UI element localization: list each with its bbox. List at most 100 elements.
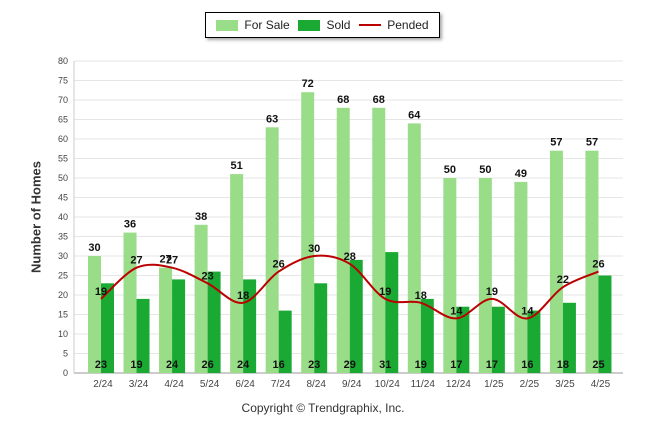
bar-for-sale xyxy=(159,267,173,373)
x-tick-label: 10/24 xyxy=(375,379,400,390)
bar-sold xyxy=(491,306,505,373)
x-tick-label: 1/25 xyxy=(484,379,504,390)
bar-for-sale xyxy=(123,232,137,373)
bar-sold xyxy=(527,310,541,373)
y-tick-label: 80 xyxy=(58,56,68,66)
label-pended: 19 xyxy=(379,286,391,298)
y-axis-label: Number of Homes xyxy=(28,161,44,273)
label-pended: 28 xyxy=(344,251,356,263)
x-tick-label: 11/24 xyxy=(411,379,436,390)
x-tick-label: 5/24 xyxy=(200,379,220,390)
label-for-sale: 51 xyxy=(231,160,243,172)
label-for-sale: 50 xyxy=(479,164,491,176)
y-tick-label: 30 xyxy=(58,251,68,261)
x-tick-label: 4/25 xyxy=(591,379,611,390)
label-pended: 22 xyxy=(557,274,569,286)
bar-for-sale xyxy=(194,224,208,373)
pended-line-layer xyxy=(100,254,599,320)
bar-for-sale xyxy=(372,107,386,374)
y-tick-label: 75 xyxy=(58,76,68,86)
bar-sold xyxy=(101,283,114,373)
label-for-sale: 38 xyxy=(195,211,207,223)
label-for-sale: 49 xyxy=(515,168,527,180)
x-axis-ticks: 2/24 3/24 4/24 5/24 6/24 7/24 8/24 9/24 10/24 11/… xyxy=(93,379,610,390)
y-axis-ticks: 0 5 10 15 20 25 30 35 40 45 50 55 60 65 70 75 80 xyxy=(58,56,68,378)
x-tick-label: 3/25 xyxy=(555,379,575,390)
label-sold: 25 xyxy=(592,359,604,371)
x-tick-label: 9/24 xyxy=(342,379,362,390)
label-for-sale: 64 xyxy=(408,109,421,121)
y-tick-label: 70 xyxy=(58,95,68,105)
y-tick-label: 40 xyxy=(58,212,68,222)
bar-sold xyxy=(136,298,150,373)
bar-for-sale xyxy=(265,127,279,373)
label-for-sale: 30 xyxy=(88,242,100,254)
label-sold: 16 xyxy=(521,359,533,371)
bar-for-sale xyxy=(230,174,244,373)
bar-for-sale xyxy=(301,92,315,373)
x-tick-label: 7/24 xyxy=(271,379,291,390)
bar-sold xyxy=(314,283,328,373)
label-sold: 18 xyxy=(557,359,569,371)
y-tick-label: 25 xyxy=(58,271,68,281)
y-tick-label: 20 xyxy=(58,290,68,300)
bar-for-sale xyxy=(336,107,350,374)
legend-label-for-sale: For Sale xyxy=(244,18,290,32)
label-for-sale: 27 xyxy=(159,254,171,266)
label-sold: 24 xyxy=(166,359,179,371)
y-tick-label: 35 xyxy=(58,232,68,242)
legend-item-sold[interactable]: Sold xyxy=(298,18,350,32)
label-pended: 30 xyxy=(308,243,320,255)
y-tick-label: 45 xyxy=(58,193,68,203)
y-tick-label: 15 xyxy=(58,310,68,320)
bar-sold xyxy=(349,259,363,373)
bar-for-sale xyxy=(478,178,492,373)
x-tick-label: 8/24 xyxy=(306,379,326,390)
x-tick-label: 6/24 xyxy=(235,379,255,390)
y-tick-label: 50 xyxy=(58,173,68,183)
label-sold: 17 xyxy=(450,359,462,371)
label-sold: 16 xyxy=(273,359,285,371)
x-tick-label: 2/24 xyxy=(93,379,113,390)
sold-swatch-icon xyxy=(298,19,321,31)
label-for-sale: 36 xyxy=(124,219,136,231)
label-pended: 14 xyxy=(450,305,463,317)
y-tick-label: 0 xyxy=(63,368,68,378)
label-for-sale: 63 xyxy=(266,113,278,125)
bar-for-sale xyxy=(443,178,457,373)
label-sold: 23 xyxy=(308,359,320,371)
label-sold: 24 xyxy=(237,359,250,371)
bar-sold xyxy=(456,306,470,373)
label-for-sale: 68 xyxy=(373,94,385,106)
label-sold: 19 xyxy=(130,359,142,371)
legend-item-for-sale[interactable]: For Sale xyxy=(216,18,290,32)
label-pended: 18 xyxy=(415,290,427,302)
x-tick-label: 3/24 xyxy=(129,379,149,390)
bars xyxy=(88,92,612,374)
legend-label-pended: Pended xyxy=(387,18,429,32)
bar-for-sale xyxy=(88,256,101,373)
bar-sold xyxy=(385,252,399,373)
x-tick-label: 2/25 xyxy=(520,379,540,390)
label-pended: 26 xyxy=(273,259,285,271)
bar-for-sale xyxy=(407,123,421,374)
label-pended: 27 xyxy=(166,255,178,267)
legend-item-pended[interactable]: Pended xyxy=(359,18,429,32)
label-sold: 19 xyxy=(415,359,427,371)
label-pended: 26 xyxy=(592,259,604,271)
bar-sold xyxy=(420,298,434,373)
y-tick-label: 5 xyxy=(63,349,68,359)
label-pended: 19 xyxy=(95,286,107,298)
y-tick-label: 10 xyxy=(58,329,68,339)
copyright-footer: Copyright © Trendgraphix, Inc. xyxy=(241,401,405,415)
label-pended: 19 xyxy=(486,286,498,298)
data-labels: 30 23 36 19 27 24 38 26 51 24 63 16 72 23 68 29 68 31 64 19… xyxy=(88,78,604,371)
legend: For Sale Sold Pended xyxy=(205,12,440,38)
label-for-sale: 72 xyxy=(302,78,314,90)
x-tick-label: 12/24 xyxy=(446,379,471,390)
legend-label-sold: Sold xyxy=(326,18,351,32)
label-sold: 23 xyxy=(95,359,107,371)
bar-for-sale xyxy=(585,150,599,373)
pended-line xyxy=(100,254,599,320)
